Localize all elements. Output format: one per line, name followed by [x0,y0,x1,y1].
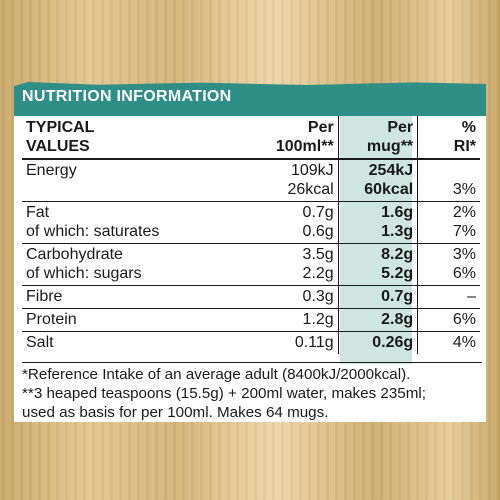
footnote-reference-intake: *Reference Intake of an average adult (8… [22,366,411,383]
header-per-100ml: Per 100ml** [251,116,339,160]
row-value-100ml: 0.3g [251,285,339,309]
row-label: Fat [26,204,50,221]
header-typical-values: TYPICAL VALUES [22,116,252,160]
row-label: Salt [26,334,54,351]
row-value-ri: 3% [452,181,476,198]
row-value-mug: 0.7g [337,285,418,309]
nutrition-title: NUTRITION INFORMATION [22,88,232,105]
row-value-100ml: 3.5g [302,246,334,263]
row-label: Energy [26,162,77,179]
row-label: Carbohydrate [26,246,123,263]
footnote-basis: used as basis for per 100ml. Makes 64 mu… [22,404,329,421]
header-ri: % RI* [417,116,480,160]
row-value-mug: 8.2g [381,246,414,263]
row-value-100ml: 2.2g [302,265,334,282]
row-value-mug: 2.8g [337,308,418,332]
row-value-mug: 1.6g [381,204,414,221]
row-value-ri: 2% [452,204,476,221]
row-value-ri: 4% [417,331,480,354]
row-value-ri: 3% [452,246,476,263]
row-sublabel: of which: saturates [26,223,160,240]
row-value-mug: 0.26g [337,331,418,354]
row-value-100ml: 0.6g [302,223,334,240]
table-header-row: TYPICAL VALUES Per 100ml** Per mug** % R… [22,116,480,160]
row-label: Protein [22,308,252,332]
table-row-fibre: Fibre 0.3g 0.7g – [22,285,480,309]
row-value-mug: 254kJ [368,162,414,179]
row-value-100ml: 26kcal [287,181,334,198]
row-value-ri: 6% [417,308,480,332]
row-value-100ml: 0.7g [302,204,334,221]
row-value-mug: 60kcal [364,181,414,198]
row-value-100ml: 0.11g [294,334,334,351]
row-value-ri: 6% [452,265,476,282]
row-value-ri: 7% [452,223,476,240]
nutrition-table: TYPICAL VALUES Per 100ml** Per mug** % R… [22,116,480,354]
table-row-protein: Protein 1.2g 2.8g 6% [22,308,480,332]
title-banner [14,82,486,116]
row-value-mug: 1.3g [381,223,414,240]
footnote-serving: **3 heaped teaspoons (15.5g) + 200ml wat… [22,385,426,402]
row-value-ri: – [417,285,480,309]
footnotes: *Reference Intake of an average adult (8… [22,362,482,422]
table-row-fat: Fat of which: saturates 0.7g 0.6g 1.6g 1.3g… [22,201,480,244]
row-value-100ml: 109kJ [290,162,334,179]
table-row-carbohydrate: Carbohydrate of which: sugars 3.5g 2.2g 8.… [22,243,480,286]
row-value-mug: 5.2g [381,265,414,282]
header-per-mug: Per mug** [337,116,418,160]
row-sublabel: of which: sugars [26,265,142,282]
table-row-energy: Energy 109kJ 26kcal 254kJ 60kcal 3% [22,159,480,202]
row-value-100ml: 1.2g [251,308,339,332]
row-label: Fibre [22,285,252,309]
table-row-salt: Salt 0.11g 0.26g 4% [22,331,480,354]
